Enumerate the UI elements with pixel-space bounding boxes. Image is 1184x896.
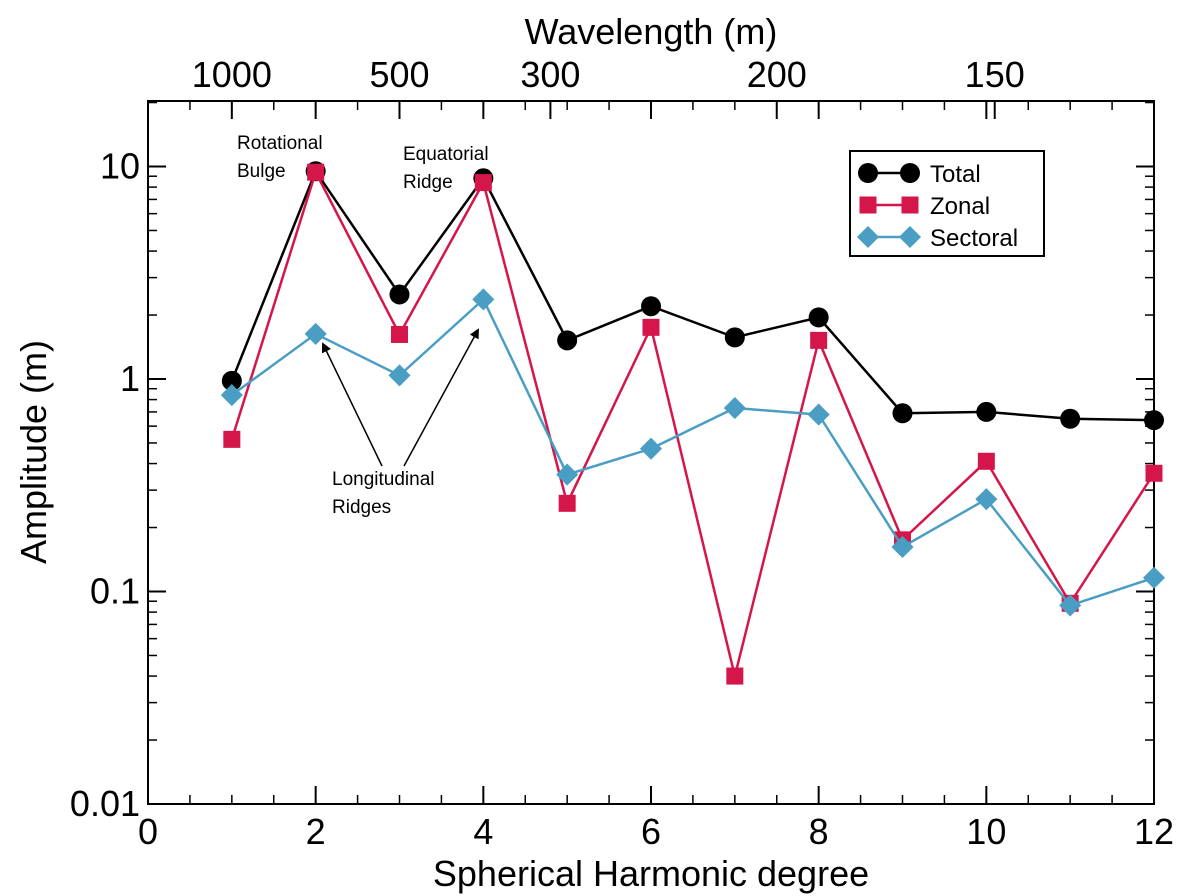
x2-tick-label: 300 [520, 54, 580, 95]
data-point-zonal [1145, 464, 1163, 482]
legend-marker-zonal [901, 196, 919, 214]
data-point-zonal [642, 318, 660, 336]
legend-label-total: Total [930, 161, 981, 188]
data-point-zonal [726, 667, 744, 685]
y-tick-label: 1 [120, 358, 140, 399]
annotation-text: Rotational [237, 133, 323, 154]
data-point-sectoral [220, 384, 243, 407]
data-point-total [976, 401, 997, 422]
data-point-total [221, 370, 242, 391]
legend-marker-total [900, 163, 920, 183]
legend: Total Zonal Sectoral [849, 150, 1045, 257]
annotation-text: Longitudinal [332, 469, 434, 490]
x-tick-label: 0 [138, 811, 158, 852]
series-sectoral [220, 288, 1166, 617]
x-tick-label: 10 [966, 811, 1006, 852]
x-tick-label: 2 [306, 811, 326, 852]
data-point-zonal [810, 331, 828, 349]
legend-marker-zonal [859, 196, 877, 214]
data-point-sectoral [304, 322, 327, 345]
data-point-zonal [558, 494, 576, 512]
data-point-sectoral [639, 437, 663, 460]
annotation-arrow [403, 328, 479, 467]
x2-tick-label: 1000 [192, 54, 272, 95]
x2-axis-title: Wavelength (m) [525, 11, 778, 52]
data-point-total [1060, 408, 1081, 429]
data-point-sectoral [975, 488, 998, 511]
data-point-total [808, 307, 829, 328]
data-point-zonal [977, 452, 995, 470]
data-point-zonal [307, 163, 325, 181]
data-point-zonal [391, 325, 408, 343]
data-point-total [641, 296, 661, 317]
data-point-sectoral [723, 396, 746, 420]
data-point-sectoral [807, 403, 830, 426]
data-point-sectoral [472, 288, 495, 311]
data-point-total [1144, 410, 1164, 431]
x-tick-label: 4 [473, 811, 493, 852]
data-point-zonal [223, 430, 241, 448]
legend-box [849, 150, 1045, 257]
series-line-total [230, 168, 1155, 422]
x-tick-label: 8 [809, 811, 829, 852]
data-point-sectoral [556, 463, 579, 486]
data-point-zonal [474, 174, 492, 192]
data-point-total [557, 330, 578, 351]
x-tick-label: 6 [641, 811, 661, 852]
tick-labels: 0 2 4 6 8 10 12 1000 500 300 200 150 0.01 0.1 1 10 [70, 54, 1174, 852]
plot-frame [147, 100, 1155, 805]
series-line-sectoral [231, 297, 1155, 607]
x2-tick-label: 150 [965, 54, 1025, 95]
legend-items: Total Zonal Sectoral [856, 161, 1018, 252]
annotation-text: Bulge [237, 161, 286, 182]
data-point-sectoral [1059, 594, 1082, 617]
legend-marker-total [858, 163, 878, 183]
legend-label-zonal: Zonal [930, 193, 990, 220]
x-axis-title: Spherical Harmonic degree [433, 853, 869, 894]
data-point-total [389, 284, 410, 305]
legend-label-sectoral: Sectoral [930, 225, 1018, 252]
data-point-total [892, 403, 913, 424]
data-point-sectoral [891, 535, 914, 559]
annotation-arrow [321, 342, 383, 467]
annotation-text: Ridges [332, 497, 391, 518]
legend-marker-sectoral [856, 225, 880, 249]
annotation-text: Ridge [403, 172, 453, 193]
data-point-sectoral [1142, 566, 1166, 589]
x2-tick-label: 500 [369, 54, 429, 95]
series-layer [220, 161, 1166, 685]
data-point-total [724, 327, 745, 348]
annotation-layer: Rotational Bulge Equatorial Ridge Longitudin… [237, 133, 489, 518]
y-tick-label: 10 [100, 146, 140, 187]
legend-marker-sectoral [898, 225, 922, 249]
y-tick-label: 0.1 [90, 571, 140, 612]
y-axis-title: Amplitude (m) [13, 340, 54, 564]
x-tick-label: 12 [1134, 811, 1174, 852]
series-line-zonal [230, 168, 1156, 677]
data-point-sectoral [388, 364, 411, 387]
x2-tick-label: 200 [747, 54, 807, 95]
annotation-text: Equatorial [403, 144, 489, 165]
y-tick-label: 0.01 [70, 783, 140, 824]
